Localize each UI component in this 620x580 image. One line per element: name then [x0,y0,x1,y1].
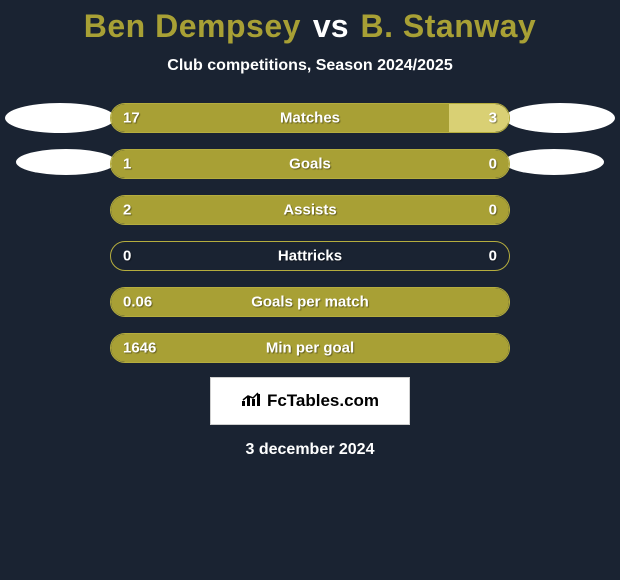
stat-label: Goals per match [251,294,369,311]
stat-row: 1 Goals 0 [0,149,620,179]
stat-bar-assists: 2 Assists 0 [110,195,510,225]
stat-label: Assists [283,202,336,219]
brand-text: FcTables.com [267,391,379,411]
stat-value-right: 0 [489,248,497,265]
stat-row: 2 Assists 0 [0,195,620,225]
chart-icon [241,391,261,411]
subtitle: Club competitions, Season 2024/2025 [167,57,452,75]
player1-name: Ben Dempsey [84,8,301,45]
stat-row: 0.06 Goals per match [0,287,620,317]
brand-badge[interactable]: FcTables.com [210,377,410,425]
stat-bar-mpg: 1646 Min per goal [110,333,510,363]
vs-label: vs [313,8,349,45]
comparison-card: Ben Dempsey vs B. Stanway Club competiti… [0,0,620,580]
stat-bar-goals: 1 Goals 0 [110,149,510,179]
stat-row: 17 Matches 3 [0,103,620,133]
bar-right [449,104,509,132]
stat-value-left: 2 [123,202,131,219]
stat-value-left: 0 [123,248,131,265]
stat-bar-gpm: 0.06 Goals per match [110,287,510,317]
stat-value-right: 0 [489,156,497,173]
stat-label: Matches [280,110,340,127]
stat-value-right: 0 [489,202,497,219]
stat-label: Hattricks [278,248,342,265]
stat-value-left: 17 [123,110,140,127]
date-text: 3 december 2024 [246,441,375,459]
stat-value-left: 1 [123,156,131,173]
stat-row: 0 Hattricks 0 [0,241,620,271]
stat-value-left: 0.06 [123,294,152,311]
stat-bar-hattricks: 0 Hattricks 0 [110,241,510,271]
stat-value-left: 1646 [123,340,156,357]
stat-label: Goals [289,156,331,173]
stat-bar-matches: 17 Matches 3 [110,103,510,133]
stat-value-right: 3 [489,110,497,127]
player2-name: B. Stanway [361,8,537,45]
stat-row: 1646 Min per goal [0,333,620,363]
title-row: Ben Dempsey vs B. Stanway [84,8,536,45]
stats-area: 17 Matches 3 1 Goals 0 2 Assists 0 [0,103,620,363]
stat-label: Min per goal [266,340,354,357]
